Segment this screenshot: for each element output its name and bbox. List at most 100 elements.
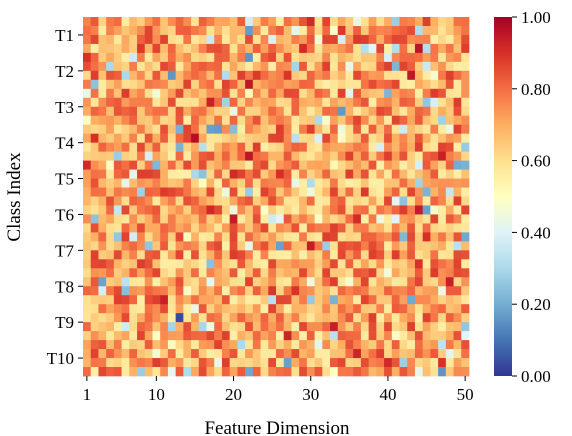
heatmap-cell: [260, 295, 269, 305]
heatmap-cell: [98, 241, 107, 251]
heatmap-cell: [137, 115, 146, 126]
heatmap-cell: [183, 322, 192, 332]
heatmap-cell: [206, 115, 215, 126]
heatmap-cell: [214, 61, 223, 72]
heatmap-cell: [360, 70, 369, 81]
heatmap-cell: [121, 331, 130, 341]
heatmap-cell: [268, 88, 277, 99]
heatmap-cell: [252, 295, 261, 305]
heatmap-cell: [445, 250, 454, 260]
heatmap-cell: [167, 187, 176, 197]
heatmap-cell: [229, 124, 238, 135]
heatmap-cell: [353, 178, 362, 188]
heatmap-cell: [399, 349, 408, 359]
heatmap-cell: [376, 295, 385, 305]
heatmap-cell: [384, 304, 393, 314]
heatmap-cell: [306, 313, 315, 323]
heatmap-cell: [214, 142, 223, 152]
heatmap-cell: [391, 304, 400, 314]
heatmap-cell: [322, 241, 331, 251]
heatmap-cell: [144, 79, 153, 90]
heatmap-cell: [414, 268, 424, 278]
heatmap-cell: [83, 106, 92, 117]
heatmap-cell: [376, 331, 385, 341]
heatmap-cell: [283, 322, 292, 332]
heatmap-cell: [453, 286, 462, 296]
heatmap-cell: [121, 223, 130, 233]
heatmap-cell: [137, 286, 146, 296]
heatmap-cell: [245, 160, 254, 170]
heatmap-cell: [245, 304, 254, 314]
heatmap-cell: [283, 295, 292, 305]
heatmap-cell: [306, 304, 315, 314]
heatmap-cell: [399, 88, 408, 99]
heatmap-cell: [291, 196, 300, 206]
heatmap-cell: [152, 214, 161, 224]
heatmap-cell: [113, 349, 122, 359]
heatmap-cell: [229, 151, 238, 161]
heatmap-cell: [384, 259, 393, 269]
heatmap-cell: [106, 52, 115, 63]
heatmap-cell: [299, 17, 308, 27]
heatmap-cell: [198, 169, 207, 179]
heatmap-cell: [360, 196, 369, 206]
heatmap-cell: [245, 79, 254, 90]
heatmap-cell: [384, 61, 393, 72]
heatmap-cell: [345, 133, 354, 143]
heatmap-cell: [83, 25, 92, 36]
heatmap-cell: [360, 277, 369, 287]
heatmap-cell: [353, 43, 362, 54]
heatmap-cell: [368, 97, 377, 108]
heatmap-cell: [175, 151, 184, 161]
heatmap-cell: [229, 160, 238, 170]
heatmap-cell: [314, 223, 323, 233]
heatmap-cell: [252, 34, 261, 45]
heatmap-cell: [260, 124, 269, 135]
heatmap-cell: [430, 268, 439, 278]
heatmap-cell: [399, 259, 408, 269]
heatmap-cell: [206, 205, 215, 215]
heatmap-cell: [461, 349, 470, 359]
heatmap-cell: [214, 25, 223, 36]
heatmap-cell: [183, 142, 192, 152]
heatmap-cell: [306, 322, 315, 332]
heatmap-cell: [391, 205, 400, 215]
heatmap-cell: [229, 277, 238, 287]
heatmap-cell: [183, 304, 192, 314]
heatmap-cell: [106, 88, 115, 99]
heatmap-cell: [445, 17, 454, 27]
heatmap-cell: [330, 250, 339, 260]
heatmap-cell: [152, 187, 161, 197]
heatmap-cell: [191, 178, 200, 188]
heatmap-cell: [113, 106, 122, 117]
heatmap-cell: [299, 25, 308, 36]
heatmap-cell: [160, 88, 169, 99]
heatmap-cell: [214, 97, 223, 108]
heatmap-cell: [422, 142, 431, 152]
heatmap-cell: [98, 178, 107, 188]
heatmap-cell: [299, 70, 308, 81]
heatmap-cell: [384, 17, 393, 27]
heatmap-cell: [276, 133, 285, 143]
heatmap-cell: [430, 349, 439, 359]
heatmap-cell: [175, 133, 184, 143]
heatmap-cell: [283, 169, 292, 179]
heatmap-cell: [268, 115, 277, 126]
heatmap-cell: [160, 367, 169, 377]
heatmap-cell: [121, 43, 130, 54]
heatmap-cell: [268, 250, 277, 260]
heatmap-cell: [391, 160, 400, 170]
heatmap-cell: [237, 313, 246, 323]
heatmap-cell: [391, 295, 400, 305]
heatmap-cell: [376, 79, 385, 90]
heatmap-cell: [206, 79, 215, 90]
heatmap-cell: [245, 286, 254, 296]
heatmap-cell: [83, 331, 92, 341]
heatmap-cell: [144, 151, 153, 161]
heatmap-cell: [407, 349, 416, 359]
heatmap-cell: [206, 196, 215, 206]
heatmap-cell: [353, 367, 362, 377]
heatmap-cell: [430, 178, 439, 188]
heatmap-cell: [144, 313, 153, 323]
heatmap-cell: [360, 133, 369, 143]
